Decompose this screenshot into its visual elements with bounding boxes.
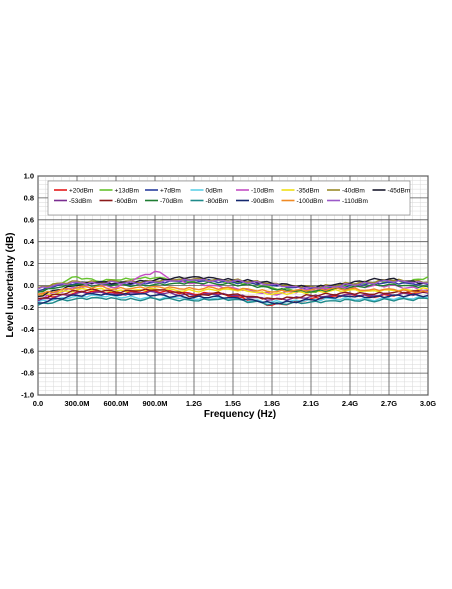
y-tick-label: -0.4 [21,325,35,334]
y-tick-label: 0.2 [24,259,34,268]
y-tick-label: 0.8 [24,193,34,202]
legend-label: -40dBm [342,188,365,195]
legend-label: -10dBm [251,188,274,195]
series-line-53dbm [37,290,429,302]
series-layer [37,270,429,307]
x-tick-label: 2.4G [342,399,358,408]
series-line-35dbm [37,287,429,298]
x-tick-label: 900.0M [142,399,167,408]
y-tick-label: 0.6 [24,215,34,224]
axis-layer: 0.0 300.0M 600.0M 900.0M 1.2G 1.5G 1.8G 2.1G 2.4… [21,172,436,409]
legend-label: -35dBm [297,188,320,195]
legend-box [47,180,411,216]
legend-label: -70dBm [160,198,183,205]
y-axis-label: Level uncertainty (dB) [5,232,16,337]
series-line-90dbm [38,292,429,305]
y-tick-label: -0.6 [21,347,34,356]
legend-label: -80dBm [206,198,229,205]
x-tick-label: 300.0M [64,399,89,408]
legend: +20dBm +13dBm +7dBm 0dBm -10dBm -35dBm -40dBm -… [47,180,411,216]
y-tick-label: 0.0 [24,281,34,290]
legend-label: -53dBm [69,198,92,205]
x-tick-label: 1.2G [186,399,202,408]
y-tick-label: 1.0 [24,172,34,181]
series-line-80dbm [37,296,429,306]
y-tick-label: -0.8 [21,369,34,378]
series-line-110dbm [37,278,429,290]
legend-label: -60dBm [115,198,138,205]
series-line-45dbm [37,276,428,298]
legend-label: -110dBm [342,198,368,205]
series-line-100dbm [37,285,429,295]
y-tick-label: -1.0 [21,391,34,400]
legend-label: -90dBm [251,198,274,205]
x-tick-label: 2.1G [303,399,319,408]
legend-label: -45dBm [388,188,411,195]
x-tick-label: 2.7G [381,399,397,408]
x-tick-label: 0.0 [33,399,43,408]
x-tick-label: 1.8G [264,399,280,408]
legend-label: +7dBm [160,188,181,195]
y-tick-label: 0.4 [24,237,35,246]
legend-label: -100dBm [297,198,323,205]
y-tick-label: -0.2 [21,303,34,312]
series-line-0dbm [37,294,429,304]
x-tick-label: 1.5G [225,399,241,408]
x-tick-label: 600.0M [103,399,128,408]
x-axis-label: Frequency (Hz) [204,409,276,420]
series-line-60dbm [37,288,429,300]
legend-label: +20dBm [69,188,93,195]
x-tick-label: 3.0G [420,399,436,408]
legend-label: 0dBm [206,188,223,195]
legend-label: +13dBm [115,188,139,195]
